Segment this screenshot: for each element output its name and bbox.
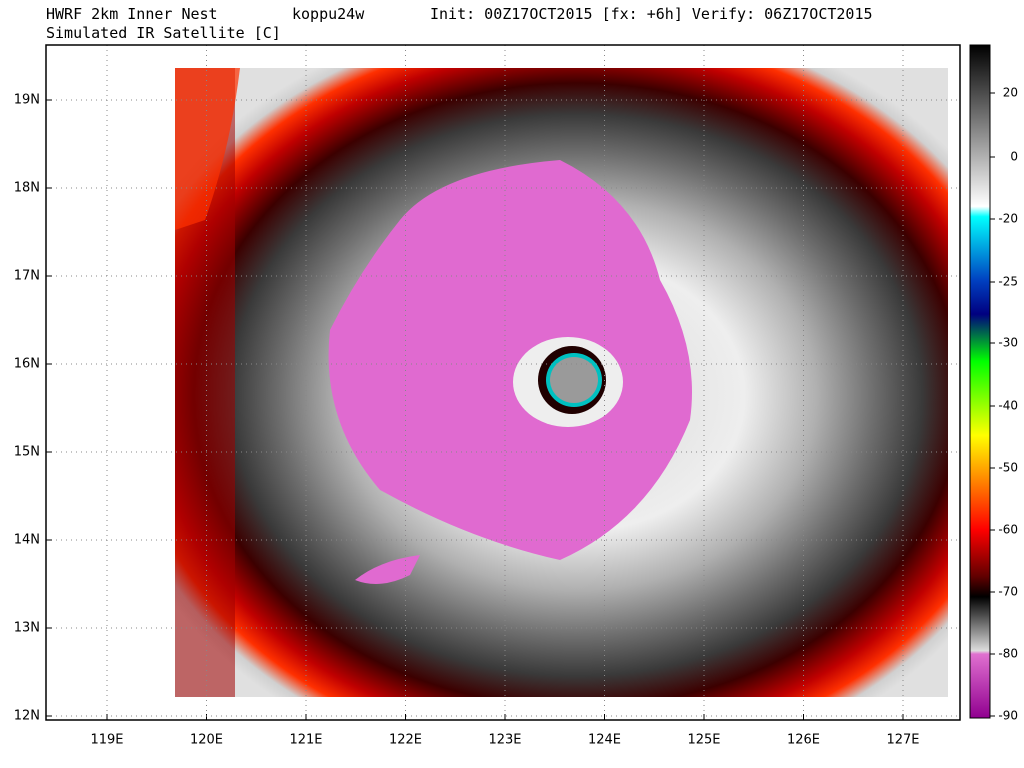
graticule: 119E 120E 121E 122E 123E 124E 125E 126E 127E 12N 1… xyxy=(14,45,960,748)
run-times: Init: 00Z17OCT2015 [fx: +6h] Verify: 06Z… xyxy=(430,5,873,23)
lon-label: 124E xyxy=(588,733,621,748)
colorbar xyxy=(969,44,991,719)
satellite-image xyxy=(175,68,948,697)
lat-label: 16N xyxy=(14,357,40,372)
lon-label: 125E xyxy=(687,733,720,748)
colorbar-label: 0 xyxy=(1010,150,1018,164)
lat-label: 15N xyxy=(14,445,40,460)
storm-name: koppu24w xyxy=(292,5,365,23)
lon-label: 127E xyxy=(886,733,919,748)
colorbar-label: -80 xyxy=(998,647,1018,661)
lat-label: 17N xyxy=(14,269,40,284)
lat-label: 12N xyxy=(14,709,40,724)
colorbar-ticks: 20 0 -20 -25 -30 -40 -50 -60 -70 -80 -90 xyxy=(990,86,1018,723)
colorbar-label: -60 xyxy=(998,523,1018,537)
colorbar-label: -70 xyxy=(998,585,1018,599)
colorbar-label: -30 xyxy=(998,336,1018,350)
lon-label: 121E xyxy=(289,733,322,748)
colorbar-label: -90 xyxy=(998,709,1018,723)
colorbar-label: -50 xyxy=(998,461,1018,475)
lat-label: 18N xyxy=(14,181,40,196)
lat-label: 14N xyxy=(14,533,40,548)
lat-label: 19N xyxy=(14,93,40,108)
colorbar-label: -40 xyxy=(998,399,1018,413)
colorbar-label: -25 xyxy=(998,275,1018,289)
map-frame xyxy=(45,44,961,721)
lon-label: 122E xyxy=(389,733,422,748)
model-title: HWRF 2km Inner Nest xyxy=(46,5,218,23)
lon-label: 120E xyxy=(190,733,223,748)
lon-label: 126E xyxy=(787,733,820,748)
lat-label: 13N xyxy=(14,621,40,636)
lon-label: 123E xyxy=(488,733,521,748)
colorbar-label: -20 xyxy=(998,212,1018,226)
lon-label: 119E xyxy=(90,733,123,748)
colorbar-label: 20 xyxy=(1003,86,1018,100)
subtitle: Simulated IR Satellite [C] xyxy=(46,24,281,42)
